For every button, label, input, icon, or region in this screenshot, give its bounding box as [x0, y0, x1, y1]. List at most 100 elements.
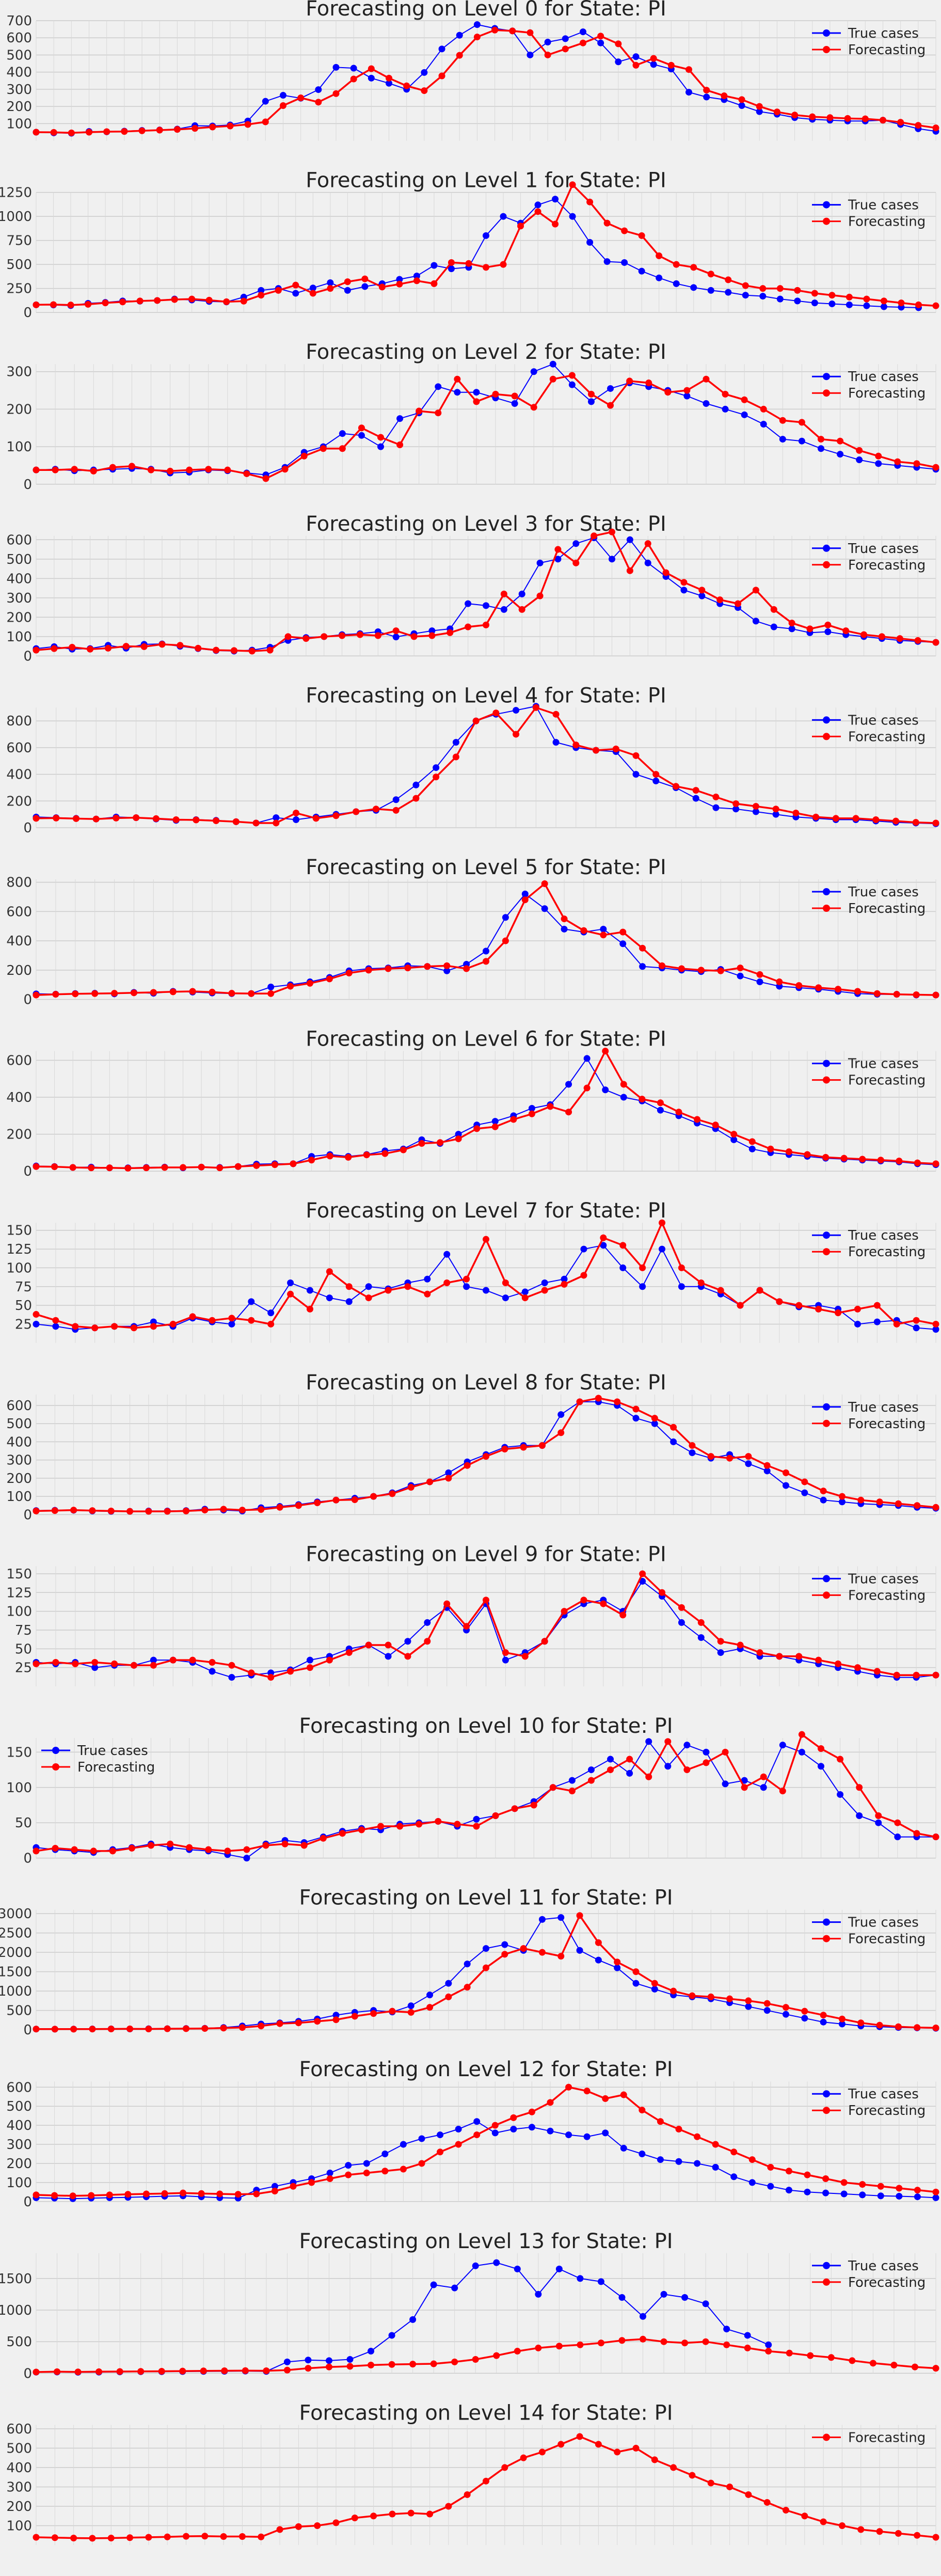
series-point	[689, 1449, 696, 1457]
series-point	[292, 290, 299, 297]
chart-panel-9: 25 50 75 100 125 150 Forecasting on Level 9 fo…	[6, 1542, 939, 1686]
legend-label: Forecasting	[848, 214, 926, 230]
series-point	[106, 1164, 113, 1172]
series-point	[276, 2526, 283, 2533]
series-point	[586, 239, 594, 246]
series-point	[602, 1086, 609, 1094]
series-point	[849, 2357, 856, 2364]
y-tick-label: 500	[6, 257, 32, 273]
series-point	[521, 1294, 529, 1302]
series-point	[530, 1801, 537, 1809]
series-point	[492, 390, 499, 398]
legend-label: True cases	[848, 198, 919, 213]
series-point	[597, 39, 604, 46]
series-point	[638, 232, 645, 239]
series-point	[614, 1398, 621, 1405]
series-point	[895, 1500, 902, 1507]
series-point	[111, 1660, 118, 1667]
series-point	[33, 466, 40, 473]
legend-marker	[823, 2107, 830, 2114]
legend-marker	[823, 2090, 830, 2098]
series-point	[33, 1660, 40, 1667]
legend-marker	[823, 217, 830, 225]
series-point	[801, 2512, 808, 2520]
series-point	[692, 787, 699, 794]
series-point	[660, 2290, 667, 2298]
series-point	[678, 1604, 685, 1611]
series-point	[351, 2013, 358, 2020]
series-point	[465, 600, 472, 607]
series-point	[33, 2534, 40, 2541]
series-point	[262, 1842, 269, 1849]
y-tick-label: 50	[15, 1641, 32, 1657]
series-point	[894, 1819, 901, 1826]
series-point	[473, 21, 481, 28]
series-point	[697, 967, 705, 974]
series-point	[756, 971, 763, 978]
series-point	[198, 2190, 205, 2197]
y-tick-label: 75	[15, 1279, 32, 1295]
series-point	[538, 2448, 546, 2456]
series-point	[552, 196, 559, 203]
series-point	[350, 65, 357, 72]
series-point	[698, 587, 706, 594]
y-tick-label: 0	[23, 2366, 32, 2381]
series-point	[555, 2265, 563, 2272]
series-point	[426, 1478, 434, 1485]
series-point	[779, 436, 786, 443]
series-point	[911, 2363, 918, 2370]
series-point	[913, 460, 920, 467]
y-tick-label: 0	[23, 305, 32, 321]
series-point	[332, 2012, 340, 2019]
series-point	[424, 1619, 431, 1626]
series-point	[483, 264, 489, 271]
series-point	[603, 258, 611, 265]
series-point	[404, 1638, 411, 1645]
series-point	[290, 1160, 297, 1167]
series-point	[547, 2127, 554, 2135]
series-point	[835, 1660, 842, 1667]
series-point	[501, 1446, 508, 1453]
series-point	[721, 92, 728, 100]
series-point	[91, 1324, 99, 1332]
chart-title: Forecasting on Level 10 for State: PI	[299, 1714, 673, 1738]
series-point	[69, 2192, 76, 2200]
series-point	[811, 290, 818, 297]
y-tick-label: 0	[23, 1507, 32, 1523]
y-tick-label: 100	[6, 2175, 32, 2191]
series-point	[70, 1507, 77, 1514]
series-point	[88, 1164, 95, 1172]
series-point	[252, 819, 260, 827]
series-point	[173, 126, 181, 133]
series-point	[513, 731, 520, 738]
series-point	[106, 2191, 113, 2199]
y-tick-label: 200	[6, 402, 32, 417]
legend-label: True cases	[848, 884, 919, 900]
series-point	[193, 816, 200, 824]
series-point	[530, 404, 537, 411]
series-point	[142, 2190, 150, 2198]
series-point	[511, 392, 518, 400]
series-point	[838, 2020, 846, 2028]
series-point	[683, 392, 691, 400]
series-point	[70, 2534, 77, 2541]
y-tick-label: 200	[6, 794, 32, 809]
series-point	[363, 2160, 370, 2167]
series-point	[33, 1507, 40, 1514]
series-point	[400, 2166, 407, 2173]
series-point	[568, 1777, 576, 1784]
series-point	[741, 1777, 748, 1784]
series-point	[501, 2464, 508, 2471]
series-point	[621, 227, 628, 234]
y-tick-label: 750	[6, 233, 32, 249]
series-point	[914, 637, 921, 644]
series-point	[385, 1287, 392, 1294]
series-point	[703, 400, 710, 407]
legend-marker	[823, 1248, 830, 1256]
series-point	[857, 1496, 865, 1504]
series-point	[183, 1507, 189, 1514]
series-point	[262, 118, 269, 125]
